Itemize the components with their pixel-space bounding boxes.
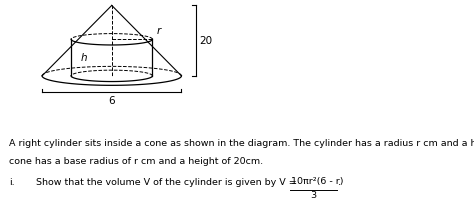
Text: 10πr²(6 - r): 10πr²(6 - r) [291,177,343,186]
Text: r: r [156,26,161,36]
Text: A right cylinder sits inside a cone as shown in the diagram. The cylinder has a : A right cylinder sits inside a cone as s… [9,139,474,148]
Text: h: h [81,52,87,63]
Text: 3: 3 [310,191,316,200]
Text: 20: 20 [200,36,212,46]
Text: cone has a base radius of r cm and a height of 20cm.: cone has a base radius of r cm and a hei… [9,157,264,166]
Text: .: . [338,178,341,187]
Text: i.: i. [9,178,15,187]
Text: Show that the volume V of the cylinder is given by V =: Show that the volume V of the cylinder i… [36,178,299,187]
Text: 6: 6 [109,96,115,106]
